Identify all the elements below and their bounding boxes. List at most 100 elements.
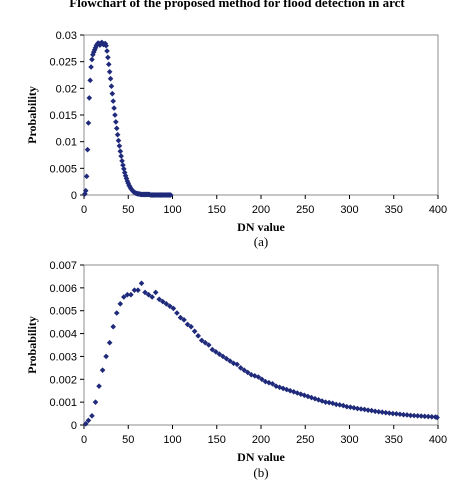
data-point: [113, 119, 119, 125]
data-point: [266, 379, 272, 386]
data-point: [117, 301, 124, 307]
y-tick-label: 0.005: [49, 306, 77, 318]
data-point: [82, 187, 89, 194]
y-axis-ticks: 0 0.005 0.01 0.015 0.02 0.025 0.03: [49, 30, 84, 202]
data-point: [117, 148, 124, 155]
data-point: [351, 405, 357, 411]
y-tick-label: 0.006: [49, 283, 77, 295]
data-point: [92, 399, 99, 405]
data-point: [375, 408, 382, 415]
x-tick-label: 0: [81, 204, 87, 216]
data-point: [205, 342, 212, 348]
data-point: [404, 412, 410, 418]
data-point: [105, 61, 112, 68]
x-axis-title: DN value: [237, 450, 285, 464]
data-point: [237, 365, 244, 371]
data-point: [397, 411, 403, 418]
data-point: [149, 294, 155, 300]
data-point: [198, 337, 205, 344]
x-tick-label: 250: [296, 204, 314, 216]
data-point: [163, 301, 170, 307]
data-point: [368, 407, 375, 414]
data-point: [142, 289, 148, 296]
data-point: [290, 389, 297, 395]
data-point: [273, 383, 279, 389]
data-point: [382, 409, 389, 416]
data-point: [234, 361, 240, 368]
data-point: [120, 162, 126, 168]
y-axis-title: Probability: [25, 86, 39, 144]
data-point: [112, 112, 118, 118]
data-point: [252, 373, 258, 379]
data-point: [365, 407, 371, 413]
data-point: [105, 54, 111, 61]
data-point: [103, 353, 109, 360]
data-point: [113, 310, 120, 316]
data-point: [113, 125, 120, 132]
y-tick-label: 0.001: [49, 397, 77, 409]
data-point: [315, 397, 322, 403]
data-point: [188, 323, 194, 330]
data-point: [96, 383, 102, 389]
data-point: [170, 305, 177, 312]
data-point: [407, 412, 414, 419]
data-point: [209, 346, 216, 353]
x-tick-label: 350: [385, 434, 403, 446]
x-tick-label: 150: [208, 204, 226, 216]
data-point: [181, 317, 187, 323]
x-tick-label: 300: [340, 204, 358, 216]
data-point: [110, 323, 117, 330]
data-point: [90, 49, 97, 55]
x-tick-label: 100: [163, 204, 181, 216]
y-tick-label: 0.004: [49, 329, 77, 341]
data-point: [227, 358, 233, 364]
data-point: [322, 399, 329, 405]
data-point: [259, 376, 265, 383]
data-point: [106, 69, 113, 75]
data-point: [202, 339, 209, 346]
y-tick-label: 0.02: [56, 83, 77, 95]
y-tick-label: 0.03: [56, 30, 77, 42]
data-point: [241, 367, 247, 373]
chart-panel-b: 0 0.001 0.002 0.003 0.004 0.005 0.006 0.007 0 50…: [25, 260, 447, 480]
data-point: [386, 410, 393, 416]
x-tick-label: 50: [122, 204, 134, 216]
y-tick-label: 0.025: [49, 57, 77, 69]
data-point: [414, 413, 421, 419]
panel-label: (a): [254, 234, 268, 249]
data-point: [329, 400, 336, 407]
data-point: [89, 413, 95, 419]
data-point: [106, 339, 113, 346]
data-point: [354, 405, 361, 412]
data-point: [152, 289, 159, 296]
data-point: [429, 413, 435, 420]
data-point: [85, 120, 92, 126]
data-point: [213, 349, 219, 355]
x-axis-title: DN value: [237, 220, 285, 234]
data-point: [411, 412, 417, 419]
data-point: [400, 411, 407, 418]
data-point: [244, 369, 251, 376]
data-point: [159, 298, 166, 305]
data-point: [128, 291, 134, 298]
data-point: [184, 321, 191, 328]
x-tick-label: 150: [208, 434, 226, 446]
data-point: [109, 90, 116, 97]
data-point: [104, 48, 110, 54]
data-point: [107, 75, 114, 82]
data-point: [88, 64, 94, 70]
data-point: [82, 421, 89, 427]
x-tick-label: 200: [252, 204, 270, 216]
data-point: [393, 411, 400, 417]
data-point: [114, 131, 121, 138]
y-axis-ticks: 0 0.001 0.002 0.003 0.004 0.005 0.006 0.007: [49, 260, 84, 432]
data-point: [418, 413, 424, 419]
data-point: [262, 378, 269, 385]
data-point: [83, 173, 90, 180]
data-point: [223, 355, 230, 362]
data-point: [269, 381, 276, 387]
data-point: [119, 158, 125, 164]
data-point: [301, 392, 308, 399]
x-tick-label: 100: [163, 434, 181, 446]
x-tick-label: 50: [122, 434, 134, 446]
